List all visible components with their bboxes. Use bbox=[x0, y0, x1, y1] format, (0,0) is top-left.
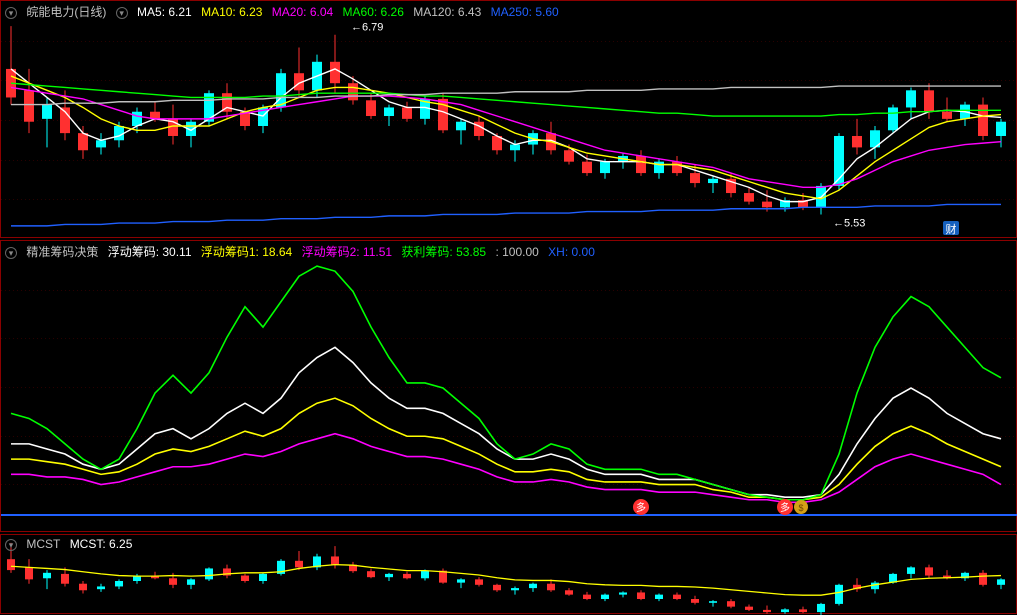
svg-text:←5.53: ←5.53 bbox=[833, 217, 865, 229]
svg-text:财: 财 bbox=[946, 222, 957, 236]
svg-text:$: $ bbox=[798, 503, 803, 513]
collapse-icon[interactable]: ▾ bbox=[5, 539, 17, 551]
main-candlestick-panel[interactable]: ▾ 皖能电力(日线) ▾ MA5: 6.21 MA10: 6.23 MA20: … bbox=[0, 0, 1017, 238]
mid-label-5: XH: 0.00 bbox=[548, 245, 595, 259]
mcst-chart-svg[interactable] bbox=[1, 535, 1017, 615]
indicator-panel-header: ▾ 精准筹码决策 浮动筹码: 30.11 浮动筹码1: 18.64 浮动筹码2:… bbox=[5, 243, 601, 260]
ma60-label: MA60: 6.26 bbox=[343, 5, 404, 19]
mid-label-1: 浮动筹码1: 18.64 bbox=[201, 245, 292, 259]
mcst-title: MCST bbox=[26, 537, 60, 551]
ma10-label: MA10: 6.23 bbox=[201, 5, 262, 19]
svg-text:←6.79: ←6.79 bbox=[351, 22, 383, 34]
mid-label-0: 浮动筹码: 30.11 bbox=[108, 245, 192, 259]
ma120-label: MA120: 6.43 bbox=[413, 5, 481, 19]
indicator-panel[interactable]: ▾ 精准筹码决策 浮动筹码: 30.11 浮动筹码1: 18.64 浮动筹码2:… bbox=[0, 240, 1017, 532]
indicator-chart-svg[interactable]: 多 多 $ bbox=[1, 241, 1017, 533]
ma250-label: MA250: 5.60 bbox=[491, 5, 559, 19]
mcst-label: MCST: 6.25 bbox=[70, 537, 133, 551]
svg-text:多: 多 bbox=[636, 501, 646, 514]
svg-text:多: 多 bbox=[780, 501, 790, 514]
ma20-label: MA20: 6.04 bbox=[272, 5, 333, 19]
ma5-label: MA5: 6.21 bbox=[137, 5, 192, 19]
mid-label-4: : 100.00 bbox=[495, 245, 538, 259]
indicator-title: 精准筹码决策 bbox=[26, 245, 98, 259]
collapse-icon[interactable]: ▾ bbox=[5, 247, 17, 259]
main-panel-header: ▾ 皖能电力(日线) ▾ MA5: 6.21 MA10: 6.23 MA20: … bbox=[5, 3, 565, 20]
main-chart-svg[interactable]: ←6.79 ←5.53 财 bbox=[1, 1, 1017, 239]
mcst-panel[interactable]: ▾ MCST MCST: 6.25 bbox=[0, 534, 1017, 614]
mid-label-3: 获利筹码: 53.85 bbox=[401, 245, 486, 259]
ma-toggle-icon[interactable]: ▾ bbox=[116, 7, 128, 19]
stock-title: 皖能电力(日线) bbox=[26, 5, 106, 19]
collapse-icon[interactable]: ▾ bbox=[5, 7, 17, 19]
mid-label-2: 浮动筹码2: 11.51 bbox=[302, 245, 392, 259]
mcst-panel-header: ▾ MCST MCST: 6.25 bbox=[5, 537, 138, 551]
